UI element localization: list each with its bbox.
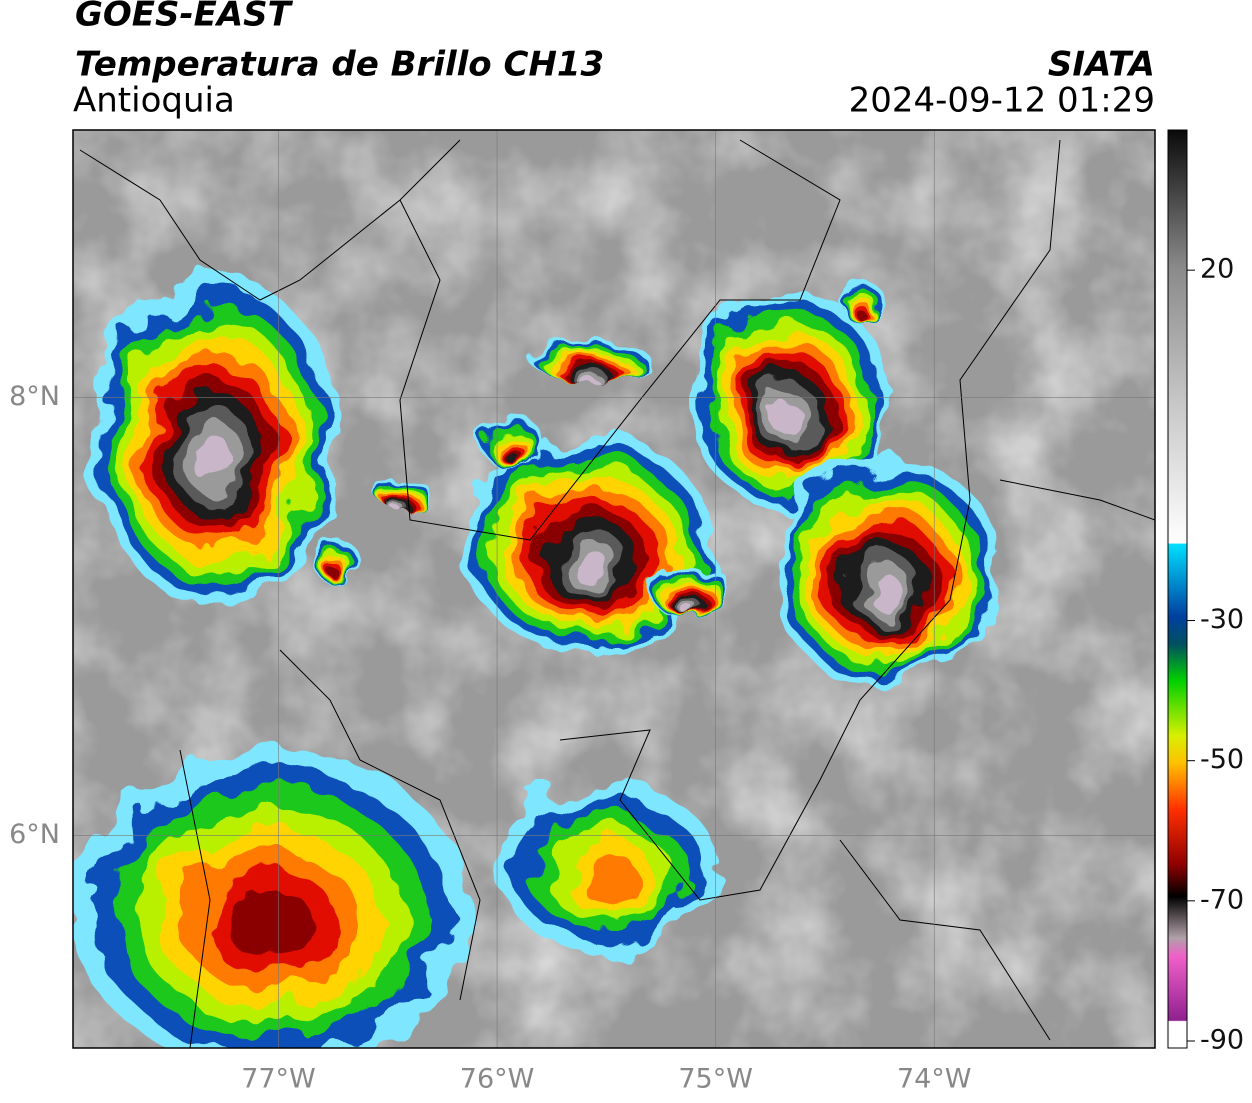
storm-ring <box>509 455 521 467</box>
storm-ring <box>195 436 235 488</box>
grid <box>73 130 1155 1048</box>
map-frame <box>72 129 1156 1049</box>
storm <box>690 290 890 510</box>
source: SIATA <box>1048 45 1155 85</box>
storm <box>840 280 884 324</box>
storm <box>375 470 425 516</box>
storm-ring <box>867 574 903 610</box>
storm <box>500 785 720 955</box>
storms <box>73 275 1000 1048</box>
storm-ring <box>683 607 697 617</box>
lat-label: 6°N <box>9 819 60 850</box>
storm <box>770 455 1000 685</box>
storm-ring <box>335 573 345 585</box>
storm-ring <box>570 550 610 584</box>
boundaries <box>79 139 1155 1048</box>
region: Antioquia <box>73 81 235 121</box>
colorbar-label: -70 <box>1200 884 1244 915</box>
subtitle: Temperatura de Brillo CH13 <box>75 45 604 85</box>
colorbar-label: -90 <box>1200 1024 1244 1055</box>
colorbar-label: -30 <box>1200 604 1244 635</box>
storm <box>465 435 715 655</box>
storm-ring <box>857 311 867 321</box>
storm <box>485 417 545 473</box>
lat-label: 8°N <box>9 381 60 412</box>
storm-ring <box>580 378 600 386</box>
storm-ring <box>396 508 404 516</box>
lon-label: 74°W <box>897 1064 972 1095</box>
storm <box>318 541 362 589</box>
map-area <box>73 130 1155 1048</box>
lon-label: 76°W <box>460 1064 535 1095</box>
lon-label: 75°W <box>678 1064 753 1095</box>
title: GOES-EAST <box>75 0 294 35</box>
lon-label: 77°W <box>241 1064 316 1095</box>
storm-ring <box>225 888 315 960</box>
storm <box>650 560 730 620</box>
storm <box>73 750 470 1048</box>
colorbar <box>1167 129 1188 1049</box>
colorbar-label: 20 <box>1200 254 1234 285</box>
storm-ring <box>578 855 642 905</box>
storm <box>530 338 650 386</box>
storm <box>90 275 340 605</box>
storm-ring <box>774 405 806 439</box>
colorbar-label: -50 <box>1200 744 1244 775</box>
datetime: 2024-09-12 01:29 <box>849 81 1155 121</box>
